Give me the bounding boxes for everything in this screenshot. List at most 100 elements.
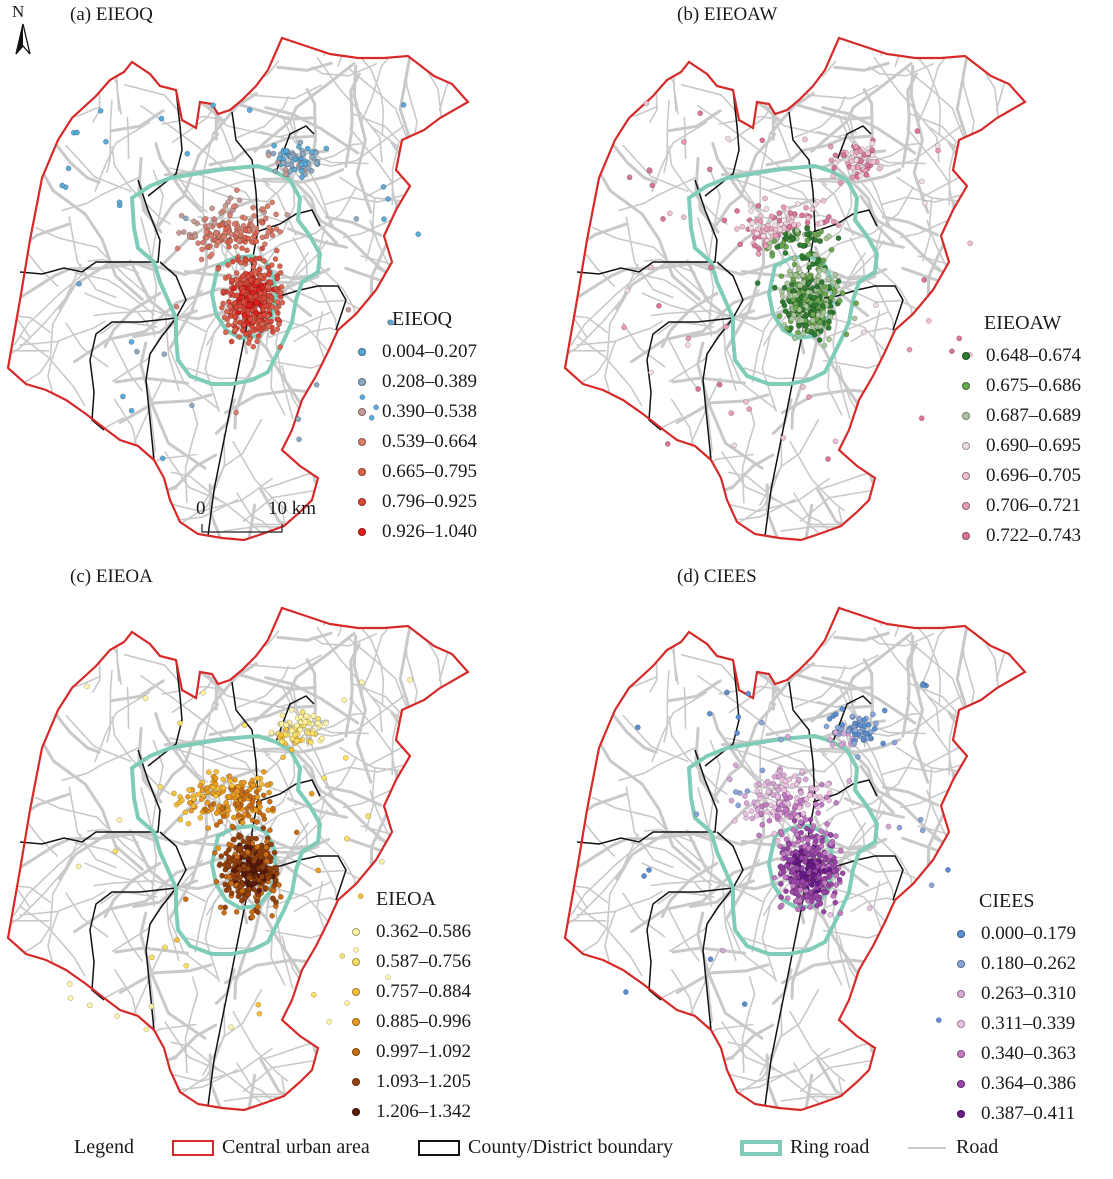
point-0.757–0.884 [288, 746, 295, 753]
point-0.587–0.756 [310, 991, 317, 998]
point-0.648–0.674 [826, 318, 832, 325]
road [210, 676, 236, 733]
road [106, 100, 113, 173]
point-0.997–1.092 [293, 829, 300, 836]
road [94, 691, 151, 763]
road [868, 633, 934, 647]
point-0.000–0.179 [745, 690, 752, 697]
point-0.690–0.695 [777, 226, 783, 233]
point-0.340–0.363 [779, 801, 785, 808]
point-0.362–0.586 [303, 713, 310, 719]
point-0.180–0.262 [732, 789, 739, 795]
point-0.757–0.884 [197, 814, 204, 821]
point-0.687–0.689 [830, 279, 836, 286]
road [951, 769, 1016, 893]
road [405, 207, 454, 225]
point-0.004–0.207 [97, 107, 104, 114]
legend-class-label: 0.180–0.262 [981, 953, 1076, 974]
point-0.004–0.207 [116, 199, 123, 206]
point-0.997–1.092 [266, 798, 273, 805]
central-urban-area-boundary [6, 36, 470, 542]
point-0.997–1.092 [217, 904, 224, 911]
point-0.690–0.695 [934, 142, 941, 149]
road [403, 779, 450, 805]
road [448, 127, 468, 143]
point-0.390–0.538 [178, 212, 185, 219]
road [270, 936, 286, 986]
point-0.539–0.664 [215, 239, 222, 245]
point-1.093–1.205 [245, 865, 252, 872]
point-0.539–0.664 [253, 225, 260, 232]
road [666, 335, 700, 392]
point-1.093–1.205 [249, 835, 255, 841]
point-0.690–0.695 [832, 160, 839, 166]
point-0.311–0.339 [804, 801, 811, 808]
road [581, 1083, 628, 1110]
point-0.311–0.339 [813, 785, 820, 792]
point-0.997–1.092 [249, 817, 256, 823]
legend-class-row: 0.311–0.339 [957, 1009, 1076, 1039]
point-0.180–0.262 [851, 740, 858, 747]
district-boundary [646, 261, 744, 431]
point-0.997–1.092 [270, 887, 277, 894]
point-0.340–0.363 [788, 814, 794, 821]
point-1.093–1.205 [226, 885, 232, 892]
point-0.722–0.743 [664, 441, 671, 447]
road [390, 141, 445, 315]
point-0.665–0.795 [225, 322, 232, 328]
point-0.997–1.092 [276, 882, 282, 888]
point-0.362–0.586 [142, 695, 149, 702]
road [8, 991, 56, 1100]
point-0.997–1.092 [254, 844, 261, 850]
road [429, 119, 468, 147]
point-1.093–1.205 [225, 863, 232, 869]
road [309, 966, 358, 1055]
road [586, 149, 701, 301]
road [863, 695, 962, 737]
point-0.687–0.689 [827, 313, 834, 320]
legend-class-label: 0.675–0.686 [986, 375, 1081, 396]
road [732, 178, 826, 203]
point-0.390–0.538 [284, 211, 291, 218]
point-0.000–0.179 [871, 725, 878, 732]
legend-title: EIEOAW [984, 312, 1062, 334]
road [843, 797, 905, 819]
point-0.539–0.664 [233, 243, 239, 250]
road [843, 227, 905, 249]
point-0.648–0.674 [781, 284, 788, 291]
road [576, 335, 643, 407]
point-0.796–0.925 [231, 314, 238, 320]
district-boundary [251, 855, 347, 901]
point-0.757–0.884 [229, 782, 235, 789]
point-0.340–0.363 [792, 803, 799, 809]
legend-class-dot [358, 438, 366, 446]
road [311, 633, 377, 647]
road [286, 227, 348, 249]
point-0.997–1.092 [221, 909, 227, 916]
point-0.390–0.538 [176, 230, 182, 236]
road [241, 1073, 257, 1110]
point-0.390–0.538 [206, 223, 213, 229]
road [631, 272, 712, 316]
point-0.687–0.689 [792, 335, 798, 342]
road [32, 1092, 62, 1110]
point-0.690–0.695 [818, 220, 824, 226]
point-0.687–0.689 [787, 271, 794, 278]
road [1010, 104, 1025, 133]
road [65, 892, 109, 938]
point-0.796–0.925 [269, 329, 276, 335]
point-0.539–0.664 [262, 215, 269, 222]
road [825, 149, 853, 242]
point-0.340–0.363 [828, 840, 834, 847]
point-0.587–0.756 [321, 775, 327, 781]
point-0.362–0.586 [310, 712, 317, 719]
point-1.093–1.205 [254, 898, 260, 905]
road [726, 787, 771, 919]
road [35, 226, 153, 300]
point-0.648–0.674 [812, 237, 819, 243]
road [693, 1052, 724, 1095]
road [100, 891, 158, 905]
panel-title: (c) EIEOA [70, 566, 153, 587]
point-0.587–0.756 [293, 737, 300, 744]
point-0.362–0.586 [143, 1026, 150, 1033]
